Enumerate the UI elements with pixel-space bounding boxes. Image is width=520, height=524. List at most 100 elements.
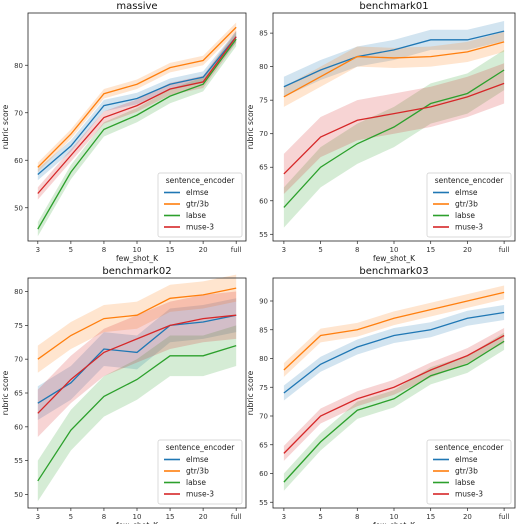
chart-panel-0: massive 3 5 8 10 15 20 full 50 60 70 80 few_shot_K ru… — [1, 1, 247, 263]
x-tick-label: 3 — [36, 246, 40, 254]
y-tick-label: 55 — [14, 457, 23, 465]
y-tick-label: 50 — [14, 491, 23, 499]
legend-label-muse-3: muse-3 — [455, 490, 483, 499]
legend-label-elmse: elmse — [455, 455, 478, 464]
legend-title: sentence_encoder — [435, 176, 505, 185]
y-tick-label: 65 — [259, 441, 268, 449]
x-tick-label: full — [499, 246, 510, 254]
legend-label-gtr/3b: gtr/3b — [455, 467, 478, 476]
legend-label-labse: labse — [186, 211, 206, 220]
y-tick-label: 70 — [259, 130, 268, 138]
legend-box — [426, 172, 512, 238]
x-tick-label: 5 — [318, 513, 322, 521]
y-tick-label: 80 — [14, 62, 23, 70]
x-tick-label: 10 — [133, 513, 142, 521]
x-tick-label: 10 — [133, 246, 142, 254]
series-band-elmse — [37, 298, 237, 421]
x-tick-label: full — [231, 246, 242, 254]
legend-label-muse-3: muse-3 — [455, 223, 483, 232]
legend-label-elmse: elmse — [186, 455, 209, 464]
y-axis-label: rubric score — [1, 104, 10, 149]
legend-title: sentence_encoder — [166, 443, 236, 452]
y-tick-label: 85 — [259, 326, 268, 334]
y-tick-label: 80 — [14, 288, 23, 296]
legend-label-muse-3: muse-3 — [186, 490, 214, 499]
chart-title: benchmark02 — [102, 266, 171, 277]
x-axis-label: few_shot_K — [116, 521, 159, 524]
x-tick-label: 5 — [318, 246, 322, 254]
series-band-labse — [37, 325, 237, 502]
series-band-muse-3 — [283, 328, 505, 461]
legend-box — [157, 439, 243, 505]
legend-title: sentence_encoder — [166, 176, 236, 185]
series-band-gtr/3b — [37, 22, 237, 173]
x-tick-label: 8 — [355, 246, 359, 254]
legend-label-gtr/3b: gtr/3b — [186, 467, 209, 476]
x-axis-label: few_shot_K — [373, 521, 416, 524]
legend-label-muse-3: muse-3 — [186, 223, 214, 232]
y-tick-label: 60 — [259, 470, 268, 478]
y-tick-label: 70 — [259, 413, 268, 421]
x-tick-label: 8 — [102, 246, 106, 254]
legend-label-elmse: elmse — [455, 188, 478, 197]
x-tick-label: full — [231, 513, 242, 521]
series-band-labse — [283, 49, 505, 228]
legend-label-gtr/3b: gtr/3b — [455, 200, 478, 209]
legend-label-labse: labse — [186, 478, 206, 487]
x-tick-label: 8 — [102, 513, 106, 521]
x-tick-label: 15 — [426, 513, 435, 521]
y-tick-label: 85 — [259, 30, 268, 38]
x-tick-label: 5 — [69, 246, 73, 254]
y-tick-label: 55 — [259, 231, 268, 239]
y-tick-label: 75 — [259, 97, 268, 105]
legend-title: sentence_encoder — [435, 443, 505, 452]
y-tick-label: 50 — [14, 204, 23, 212]
y-tick-label: 90 — [259, 298, 268, 306]
y-tick-label: 65 — [259, 164, 268, 172]
series-band-gtr/3b — [283, 285, 505, 377]
chart-panel-3: benchmark03 3 5 8 10 15 20 full 55 60 65 70 75 80 85 90… — [246, 266, 516, 524]
x-axis-label: few_shot_K — [116, 254, 159, 263]
x-tick-label: 3 — [282, 246, 286, 254]
y-tick-label: 60 — [14, 423, 23, 431]
x-tick-label: 15 — [166, 246, 175, 254]
x-tick-label: 15 — [426, 246, 435, 254]
x-tick-label: 20 — [463, 513, 472, 521]
y-tick-label: 60 — [14, 157, 23, 165]
x-axis-label: few_shot_K — [373, 254, 416, 263]
y-axis-label: rubric score — [246, 104, 255, 149]
x-tick-label: 10 — [390, 513, 399, 521]
legend-label-gtr/3b: gtr/3b — [186, 200, 209, 209]
x-tick-label: 20 — [199, 513, 208, 521]
series-band-labse — [283, 332, 505, 491]
y-tick-label: 55 — [259, 499, 268, 507]
y-tick-label: 60 — [259, 197, 268, 205]
chart-title: massive — [116, 1, 157, 12]
series-band-gtr/3b — [37, 274, 237, 373]
series-band-labse — [37, 32, 237, 237]
series-band-gtr/3b — [283, 31, 505, 107]
legend-label-elmse: elmse — [186, 188, 209, 197]
x-tick-label: 8 — [355, 513, 359, 521]
y-axis-label: rubric score — [1, 370, 10, 415]
chart-title: benchmark01 — [359, 1, 428, 12]
legend-label-labse: labse — [455, 478, 475, 487]
legend-box — [426, 439, 512, 505]
y-tick-label: 65 — [14, 390, 23, 398]
legend-label-labse: labse — [455, 211, 475, 220]
y-tick-label: 70 — [14, 109, 23, 117]
y-tick-label: 75 — [259, 384, 268, 392]
chart-title: benchmark03 — [359, 266, 428, 277]
x-tick-label: full — [499, 513, 510, 521]
y-tick-label: 80 — [259, 355, 268, 363]
legend-box — [157, 172, 243, 238]
x-tick-label: 15 — [166, 513, 175, 521]
chart-panel-2: benchmark02 3 5 8 10 15 20 full 50 55 60 65 70 75 80 fe… — [1, 266, 247, 524]
y-tick-label: 80 — [259, 63, 268, 71]
x-tick-label: 10 — [390, 246, 399, 254]
x-tick-label: 3 — [282, 513, 286, 521]
